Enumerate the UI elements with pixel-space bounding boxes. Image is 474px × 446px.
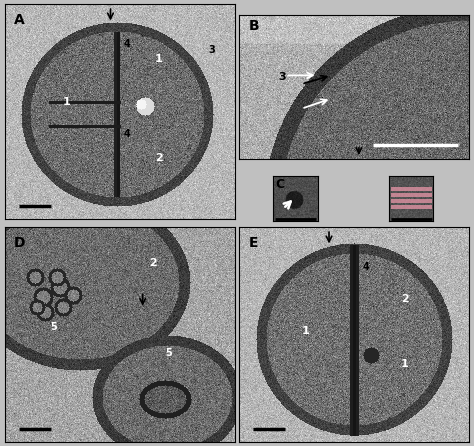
Text: 4: 4	[363, 262, 369, 272]
Text: D: D	[14, 235, 26, 250]
Text: 3: 3	[278, 72, 286, 82]
Text: C: C	[275, 178, 284, 190]
Text: 2: 2	[150, 258, 157, 268]
Bar	[391, 205, 432, 209]
Text: 2: 2	[155, 153, 163, 163]
Text: 4: 4	[123, 129, 130, 139]
Text: 4: 4	[123, 39, 130, 49]
Text: 1: 1	[401, 359, 409, 369]
Bar	[391, 193, 432, 197]
Bar	[391, 199, 432, 203]
Text: 1: 1	[63, 97, 71, 107]
Text: 1: 1	[302, 326, 310, 336]
Text: 1: 1	[155, 54, 163, 64]
Text: 5: 5	[51, 322, 57, 332]
Text: 5: 5	[165, 348, 173, 358]
Text: B: B	[248, 19, 259, 33]
Text: 2: 2	[401, 294, 409, 304]
Bar	[391, 187, 432, 191]
Text: A: A	[14, 12, 25, 27]
Text: E: E	[248, 235, 258, 250]
Text: 3: 3	[208, 45, 215, 55]
